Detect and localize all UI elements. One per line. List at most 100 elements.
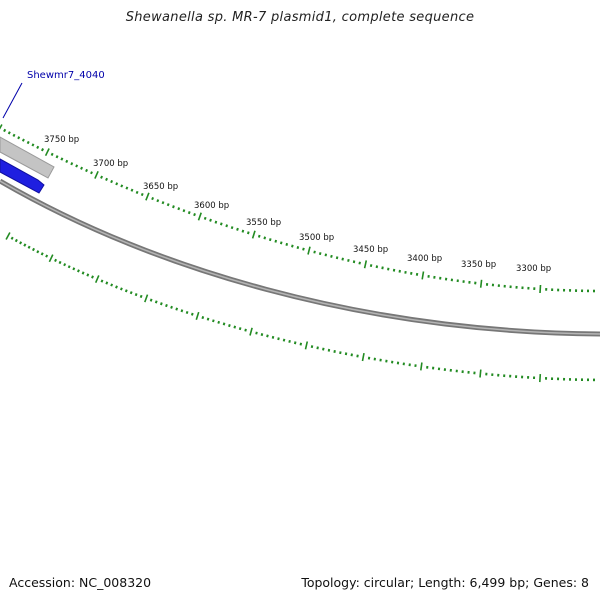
tick-label: 3750 bp — [44, 135, 79, 145]
backbone-arc — [0, 178, 600, 337]
minor-tick — [350, 353, 353, 357]
minor-tick — [327, 348, 331, 352]
minor-tick — [63, 263, 67, 267]
minor-tick — [156, 199, 160, 203]
minor-tick — [135, 190, 139, 194]
minor-tick — [344, 352, 348, 356]
minor-tick — [222, 322, 226, 326]
minor-tick — [313, 250, 316, 254]
minor-tick — [375, 265, 379, 269]
minor-tick — [203, 216, 207, 220]
minor-tick — [246, 231, 250, 235]
minor-tick — [302, 247, 305, 251]
major-tick — [5, 232, 11, 240]
tick-label: 3400 bp — [407, 254, 442, 264]
gene-label-leader — [2, 82, 23, 119]
minor-tick — [50, 152, 54, 157]
minor-tick — [21, 138, 25, 142]
backbone-highlight — [0, 180, 600, 335]
minor-tick — [110, 180, 114, 184]
major-tick — [421, 271, 425, 280]
minor-tick — [80, 166, 84, 170]
gene-forward-strand[interactable] — [0, 158, 45, 194]
minor-tick — [255, 331, 258, 335]
minor-tick — [369, 264, 373, 268]
major-tick — [479, 369, 482, 378]
minor-tick — [91, 275, 94, 279]
minor-tick — [347, 258, 350, 262]
major-tick — [94, 170, 99, 179]
minor-tick — [65, 159, 69, 164]
minor-tick — [58, 260, 62, 265]
major-tick — [145, 192, 150, 201]
minor-tick — [212, 319, 215, 323]
minor-tick — [293, 341, 297, 345]
minor-tick — [36, 250, 40, 254]
major-tick — [363, 260, 368, 269]
minor-tick — [149, 298, 153, 302]
minor-tick — [310, 345, 314, 349]
minor-tick — [217, 320, 221, 324]
minor-tick — [257, 234, 261, 238]
minor-tick — [316, 346, 319, 350]
minor-tick — [277, 337, 280, 341]
minor-tick — [182, 209, 186, 213]
minor-tick — [115, 285, 118, 289]
minor-tick — [60, 157, 64, 161]
tick-label: 3500 bp — [299, 233, 334, 243]
minor-tick — [76, 269, 80, 273]
minor-tick — [105, 177, 109, 182]
minor-tick — [85, 168, 89, 173]
minor-tick — [260, 333, 264, 337]
minor-tick — [32, 247, 35, 252]
tick-label: 3450 bp — [353, 245, 388, 255]
minor-tick — [134, 293, 138, 297]
minor-tick — [75, 164, 79, 168]
minor-tick — [187, 211, 191, 215]
minor-tick — [244, 328, 247, 332]
minor-tick — [206, 317, 210, 321]
major-tick — [304, 341, 309, 350]
minor-tick — [282, 338, 286, 342]
gene-features: Shewmr7_4040 — [0, 70, 105, 194]
minor-tick — [90, 171, 93, 175]
minor-tick — [115, 182, 119, 186]
tick-label: 3700 bp — [93, 159, 128, 169]
major-tick — [94, 275, 100, 284]
minor-tick — [41, 148, 44, 152]
minor-tick — [193, 213, 196, 217]
minor-tick — [19, 241, 23, 245]
minor-tick — [381, 266, 384, 270]
major-tick — [197, 212, 202, 221]
minor-tick — [100, 279, 104, 283]
minor-tick — [120, 184, 124, 188]
minor-tick — [299, 342, 303, 346]
major-tick — [48, 254, 54, 263]
minor-tick — [296, 246, 300, 250]
major-tick — [361, 352, 365, 362]
major-tick — [44, 148, 50, 157]
minor-tick — [214, 220, 218, 224]
minor-tick — [318, 252, 322, 256]
major-tick — [249, 327, 253, 336]
minor-tick — [266, 334, 269, 338]
minor-tick — [165, 303, 168, 308]
major-tick — [0, 124, 3, 130]
minor-tick — [324, 253, 328, 257]
minor-tick — [100, 175, 104, 179]
minor-tick — [140, 192, 144, 197]
minor-tick — [23, 243, 27, 247]
minor-tick — [10, 236, 14, 240]
minor-tick — [230, 226, 234, 230]
minor-tick — [415, 272, 419, 276]
major-tick — [307, 246, 311, 255]
minor-tick — [86, 273, 90, 277]
gene-reverse-strand[interactable] — [0, 136, 55, 179]
major-tick — [144, 294, 149, 303]
map-title: Shewanella sp. MR-7 plasmid1, complete s… — [125, 10, 475, 25]
minor-tick — [154, 300, 158, 304]
minor-tick — [166, 203, 170, 207]
minor-tick — [209, 218, 212, 222]
major-tick — [479, 279, 483, 288]
gene-label-shewmr7-4040[interactable]: Shewmr7_4040 — [27, 70, 105, 81]
